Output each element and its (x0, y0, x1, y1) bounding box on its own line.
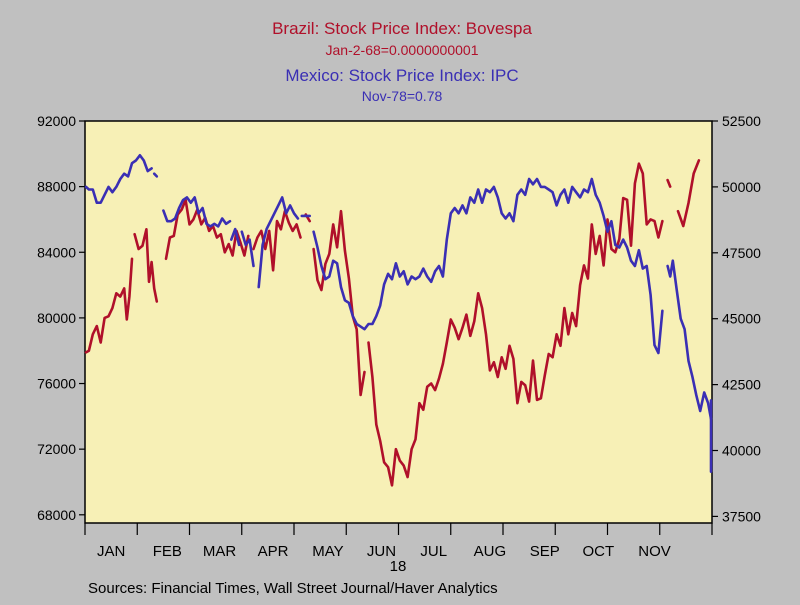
x-axis-month-label: SEP (530, 543, 560, 560)
left-axis-tick-label: 76000 (37, 376, 76, 392)
brazil-line-segment (367, 162, 664, 487)
x-axis-month-label: JAN (97, 543, 125, 560)
x-axis-month-label: AUG (474, 543, 507, 560)
mexico-line-segment (240, 230, 255, 268)
source-note: Sources: Financial Times, Wall Street Jo… (88, 580, 498, 597)
brazil-line-segment (84, 257, 134, 354)
right-axis-tick-label: 42500 (722, 377, 761, 393)
mexico-line-segment (312, 177, 664, 355)
brazil-line-segment (252, 209, 302, 272)
brazil-line-segment (312, 209, 366, 397)
right-axis-tick-label: 37500 (722, 508, 761, 524)
left-axis-tick-label: 80000 (37, 310, 76, 326)
plot-area (84, 120, 713, 524)
left-axis-tick-label: 72000 (37, 441, 76, 457)
right-axis-tick-label: 45000 (722, 311, 761, 327)
x-axis-month-label: MAR (203, 543, 237, 560)
brazil-line-segment (133, 228, 159, 303)
right-axis-tick-label: 52500 (722, 113, 761, 129)
x-axis-month-label: NOV (638, 543, 671, 560)
mexico-line-segment (666, 259, 713, 421)
mexico-line-segment (152, 172, 159, 178)
series-lines (84, 154, 713, 487)
title-brazil: Brazil: Stock Price Index: Bovespa (272, 19, 532, 38)
mexico-line-segment (162, 196, 232, 228)
x-axis-month-label: MAY (312, 543, 343, 560)
series-mexico (84, 154, 713, 473)
mexico-line-segment (257, 196, 300, 289)
mexico-line-segment (84, 154, 153, 204)
title-mexico: Mexico: Stock Price Index: IPC (285, 66, 518, 85)
x-axis-month-label: JUL (420, 543, 447, 560)
x-axis-month-label: APR (258, 543, 289, 560)
right-axis-tick-label: 50000 (722, 179, 761, 195)
axis-labels: 68000 72000 76000 80000 84000 88000 92000 37500… (37, 113, 761, 560)
brazil-line-segment (666, 178, 672, 188)
x-axis-month-label: JUN (367, 543, 396, 560)
x-axis-month-label: FEB (153, 543, 182, 560)
left-axis-tick-label: 68000 (37, 507, 76, 523)
x-axis-month-label: OCT (583, 543, 615, 560)
right-axis-tick-label: 47500 (722, 245, 761, 261)
left-axis-tick-label: 92000 (37, 113, 76, 129)
x-axis-label-year: 18 (390, 558, 407, 575)
subtitle-brazil-base: Jan-2-68=0.0000000001 (326, 42, 479, 58)
brazil-line-segment (676, 159, 701, 228)
left-axis-tick-label: 88000 (37, 179, 76, 195)
left-axis-tick-label: 84000 (37, 244, 76, 260)
mexico-line-segment (230, 227, 241, 247)
right-axis-tick-label: 40000 (722, 443, 761, 459)
subtitle-mexico-base: Nov-78=0.78 (362, 88, 443, 104)
axis-ticks (79, 120, 718, 535)
